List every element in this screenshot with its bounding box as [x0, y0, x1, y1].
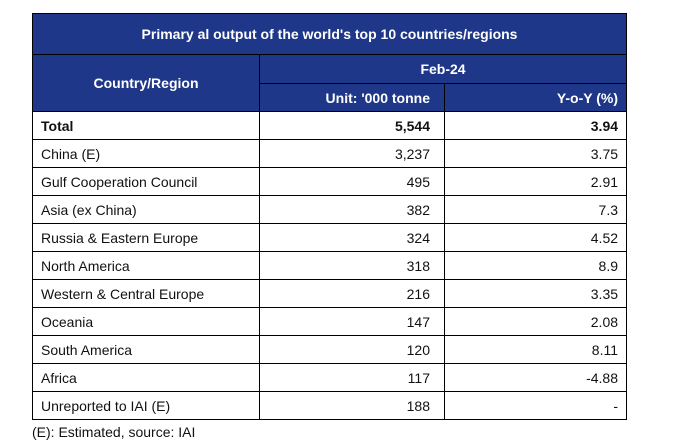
table-row: Western & Central Europe 216 3.35	[32, 279, 628, 308]
row-name: Asia (ex China)	[32, 195, 260, 224]
row-value: 147	[259, 307, 445, 336]
row-yoy: -	[443, 391, 628, 420]
output-table-container: Primary al output of the world's top 10 …	[31, 13, 628, 420]
row-yoy: 4.52	[443, 223, 628, 252]
table-row: North America 318 8.9	[32, 251, 628, 280]
row-value: 216	[259, 279, 445, 308]
row-name: Africa	[32, 363, 260, 392]
row-name: Oceania	[32, 307, 260, 336]
table-row: Oceania 147 2.08	[32, 307, 628, 336]
row-name: Russia & Eastern Europe	[32, 223, 260, 252]
header-unit: Unit: '000 tonne	[259, 83, 445, 112]
row-yoy: 3.94	[443, 111, 628, 140]
row-value: 382	[259, 195, 445, 224]
row-name: Western & Central Europe	[32, 279, 260, 308]
row-name: South America	[32, 335, 260, 364]
header-country-region: Country/Region	[32, 54, 260, 112]
row-name: Unreported to IAI (E)	[32, 391, 260, 420]
header-period: Feb-24	[258, 54, 628, 84]
footnote: (E): Estimated, source: IAI	[32, 424, 196, 440]
row-name: Total	[32, 111, 260, 140]
row-yoy: 3.75	[443, 139, 628, 168]
row-value: 117	[259, 363, 445, 392]
row-value: 324	[259, 223, 445, 252]
table-title: Primary al output of the world's top 10 …	[31, 13, 628, 55]
row-value: 3,237	[259, 139, 445, 168]
row-value: 495	[259, 167, 445, 196]
table-row: China (E) 3,237 3.75	[32, 139, 628, 168]
row-yoy: 8.11	[443, 335, 628, 364]
table-row: Unreported to IAI (E) 188 -	[32, 391, 628, 420]
row-value: 188	[259, 391, 445, 420]
row-value: 120	[259, 335, 445, 364]
row-name: China (E)	[32, 139, 260, 168]
header-yoy: Y-o-Y (%)	[443, 83, 628, 112]
table-row: Asia (ex China) 382 7.3	[32, 195, 628, 224]
row-yoy: 3.35	[443, 279, 628, 308]
table-row: Russia & Eastern Europe 324 4.52	[32, 223, 628, 252]
table-row-total: Total 5,544 3.94	[32, 111, 628, 140]
row-name: Gulf Cooperation Council	[32, 167, 260, 196]
row-yoy: -4.88	[443, 363, 628, 392]
row-yoy: 7.3	[443, 195, 628, 224]
output-table: Primary al output of the world's top 10 …	[31, 13, 628, 420]
row-value: 5,544	[259, 111, 445, 140]
row-yoy: 2.08	[443, 307, 628, 336]
table-row: Gulf Cooperation Council 495 2.91	[32, 167, 628, 196]
row-yoy: 2.91	[443, 167, 628, 196]
table-row: South America 120 8.11	[32, 335, 628, 364]
table-row: Africa 117 -4.88	[32, 363, 628, 392]
row-value: 318	[259, 251, 445, 280]
row-yoy: 8.9	[443, 251, 628, 280]
row-name: North America	[32, 251, 260, 280]
